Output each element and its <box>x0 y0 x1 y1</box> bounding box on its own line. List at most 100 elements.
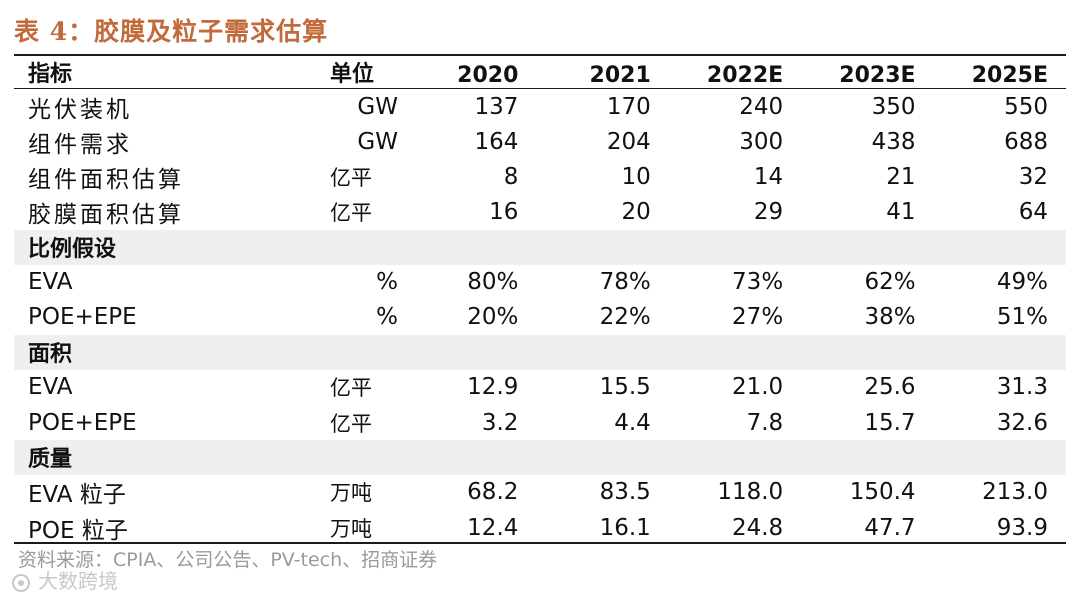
cell-value: 64 <box>1018 199 1048 226</box>
row-label: EVA <box>28 269 73 296</box>
cell-value: 83.5 <box>599 479 651 506</box>
cell-value: 204 <box>606 128 651 155</box>
cell-value: 7.8 <box>746 409 784 436</box>
row-label: POE+EPE <box>28 409 137 436</box>
section-title: 面积 <box>14 334 1066 370</box>
table-row: 组件面积估算 亿平 8 10 14 21 32 <box>14 159 1066 194</box>
cell-value: 27% <box>732 304 784 331</box>
header-year: 2021 <box>536 56 669 89</box>
table-row: 胶膜面积估算 亿平 16 20 29 41 64 <box>14 195 1066 230</box>
row-unit: 万吨 <box>330 516 372 541</box>
source-note: 资料来源：CPIA、公司公告、PV-tech、招商证券 <box>18 549 438 571</box>
cell-value: 12.4 <box>467 514 519 541</box>
cell-value: 32.6 <box>996 409 1048 436</box>
cell-value: 550 <box>1004 93 1048 120</box>
cell-value: 240 <box>739 93 784 120</box>
cell-value: 31.3 <box>996 374 1048 401</box>
table-row: POE+EPE% 20% 22% 27% 38% 51% <box>14 300 1066 335</box>
watermark: 大数跨境 <box>10 568 118 594</box>
cell-value: 22% <box>599 304 651 331</box>
cell-value: 3.2 <box>481 409 519 436</box>
cell-value: 4.4 <box>614 409 651 436</box>
header-year: 2020 <box>404 56 537 89</box>
header-indicator: 指标 <box>14 56 324 89</box>
cell-value: 20% <box>467 304 519 331</box>
table-row: POE+EPE 亿平 3.2 4.4 7.8 15.7 32.6 <box>14 405 1066 440</box>
cell-value: 21 <box>886 163 916 190</box>
cell-value: 21.0 <box>731 374 784 401</box>
row-unit: 亿平 <box>330 165 372 190</box>
cell-value: 300 <box>739 128 784 155</box>
cell-value: 25.6 <box>864 374 916 401</box>
cell-value: 51% <box>996 304 1048 331</box>
cell-value: 8 <box>503 163 519 190</box>
cell-value: 170 <box>606 93 651 120</box>
cell-value: 20 <box>621 199 651 226</box>
cell-value: 80% <box>467 269 519 296</box>
row-unit: GW <box>357 93 398 120</box>
cell-value: 78% <box>599 269 651 296</box>
cell-value: 93.9 <box>996 514 1048 541</box>
cell-value: 438 <box>871 128 916 155</box>
header-unit: 单位 <box>324 56 404 89</box>
row-label: POE 粒子 <box>28 517 128 544</box>
cell-value: 15.7 <box>864 409 916 436</box>
cell-value: 47.7 <box>864 514 916 541</box>
row-unit: GW <box>357 128 398 155</box>
cell-value: 73% <box>732 269 784 296</box>
cell-value: 350 <box>871 93 916 120</box>
row-label: 组件面积估算 <box>28 166 184 193</box>
table-row: 组件需求 GW 164 204 300 438 688 <box>14 124 1066 159</box>
top-rule <box>14 54 1066 56</box>
cell-value: 68.2 <box>467 479 519 506</box>
header-year: 2025E <box>933 56 1066 89</box>
row-unit: 亿平 <box>330 411 372 436</box>
section-header-row: 比例假设 <box>14 229 1066 265</box>
cell-value: 688 <box>1004 128 1048 155</box>
cell-value: 62% <box>864 269 916 296</box>
cell-value: 137 <box>474 93 519 120</box>
section-title: 质量 <box>14 440 1066 475</box>
watermark-text: 大数跨境 <box>38 569 118 593</box>
header-row: 指标 单位 2020 2021 2022E 2023E 2025E <box>14 56 1066 89</box>
table-row: EVA 亿平 12.9 15.5 21.0 25.6 31.3 <box>14 370 1066 405</box>
cell-value: 49% <box>996 269 1048 296</box>
row-unit: % <box>376 304 398 331</box>
cell-value: 29 <box>753 199 784 226</box>
row-unit: % <box>376 269 398 296</box>
cell-value: 118.0 <box>717 479 784 506</box>
cell-value: 24.8 <box>731 514 784 541</box>
cell-value: 41 <box>886 199 916 226</box>
cell-value: 14 <box>753 163 784 190</box>
cell-value: 10 <box>621 163 651 190</box>
table-row: POE 粒子 万吨 12.4 16.1 24.8 47.7 93.9 <box>14 510 1066 545</box>
demand-table: 指标 单位 2020 2021 2022E 2023E 2025E 光伏装机 GW… <box>14 56 1066 545</box>
table-title: 表 4：胶膜及粒子需求估算 <box>14 17 329 46</box>
section-header-row: 质量 <box>14 440 1066 475</box>
bottom-rule <box>14 542 1066 544</box>
row-label: 胶膜面积估算 <box>28 202 184 229</box>
cell-value: 16.1 <box>599 514 651 541</box>
section-header-row: 面积 <box>14 334 1066 370</box>
cell-value: 16 <box>489 199 519 226</box>
cell-value: 213.0 <box>982 479 1048 506</box>
row-label: 光伏装机 <box>28 96 132 123</box>
header-year: 2022E <box>668 56 802 89</box>
row-label: POE+EPE <box>28 304 137 331</box>
cell-value: 12.9 <box>467 374 519 401</box>
row-label: EVA <box>28 374 73 401</box>
row-unit: 万吨 <box>330 481 372 506</box>
cell-value: 15.5 <box>599 374 651 401</box>
table-row: EVA 粒子 万吨 68.2 83.5 118.0 150.4 213.0 <box>14 475 1066 510</box>
row-label: EVA 粒子 <box>28 482 126 509</box>
cell-value: 38% <box>864 304 916 331</box>
row-unit: 亿平 <box>330 201 372 226</box>
table-row: EVA% 80% 78% 73% 62% 49% <box>14 265 1066 300</box>
cell-value: 150.4 <box>849 479 916 506</box>
row-unit: 亿平 <box>330 376 372 401</box>
cell-value: 164 <box>474 128 519 155</box>
row-label: 组件需求 <box>28 131 132 158</box>
cell-value: 32 <box>1018 163 1048 190</box>
header-year: 2023E <box>801 56 934 89</box>
section-title: 比例假设 <box>14 229 1066 265</box>
